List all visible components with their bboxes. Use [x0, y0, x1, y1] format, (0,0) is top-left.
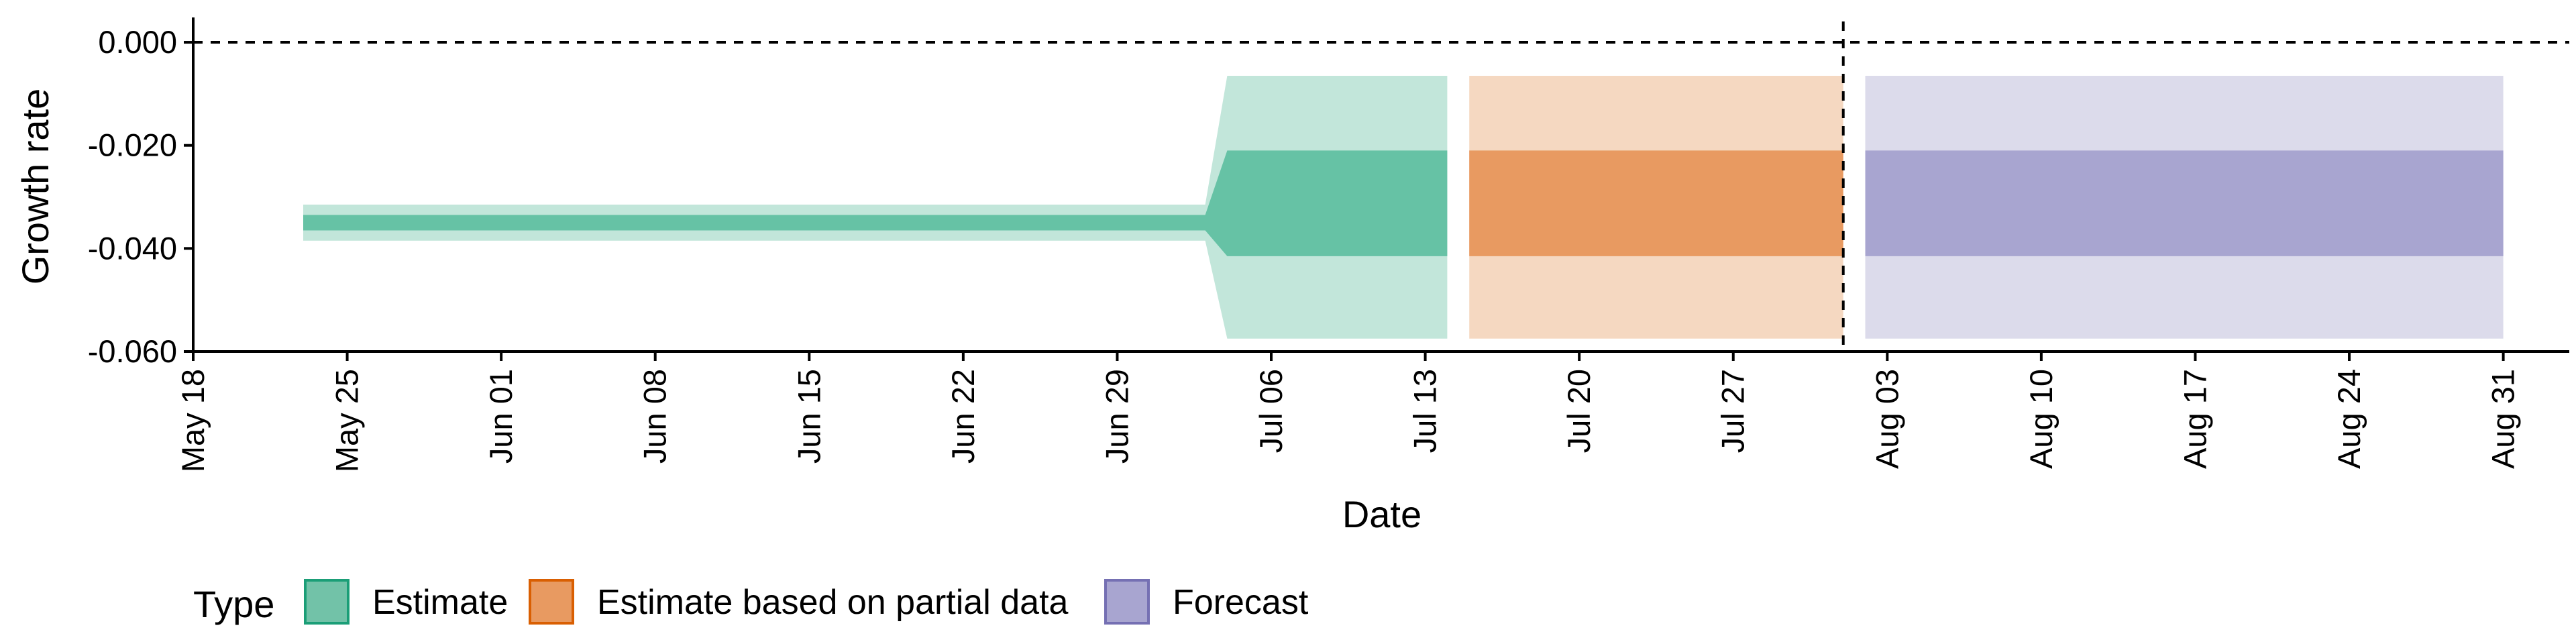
bands-layer	[303, 76, 2504, 339]
x-tick-label: Jun 08	[637, 369, 673, 464]
x-tick-label: May 25	[329, 369, 365, 472]
band-inner-forecast	[1865, 150, 2504, 256]
legend-entries: Estimate Estimate based on partial data Fo…	[304, 579, 1309, 625]
band-inner-estimate-based-on-partial-data	[1469, 150, 1843, 256]
reference-lines	[193, 21, 2569, 352]
band-outer-estimate	[303, 76, 1448, 339]
x-tick-label: May 18	[175, 369, 211, 472]
y-tick-label: -0.060	[88, 333, 177, 369]
legend-key	[529, 579, 574, 625]
x-tick-label: Aug 24	[2331, 369, 2367, 469]
x-tick-label: Aug 17	[2178, 369, 2213, 469]
x-tick-label: Jun 01	[483, 369, 519, 464]
x-tick-label: Jul 06	[1253, 369, 1289, 453]
legend-label: Estimate	[372, 583, 508, 622]
legend-title: Type	[193, 583, 274, 625]
x-tick-label: Jun 15	[791, 369, 826, 464]
legend-key	[1104, 579, 1150, 625]
y-tick-label: 0.000	[98, 24, 177, 60]
band-inner-estimate	[303, 150, 1448, 256]
y-tick-label: -0.040	[88, 230, 177, 266]
x-tick-label: Jul 27	[1715, 369, 1751, 453]
x-tick-label: Jul 20	[1561, 369, 1597, 453]
x-tick-label: Jun 29	[1099, 369, 1134, 464]
legend-label: Estimate based on partial data	[597, 583, 1069, 622]
x-tick-label: Jul 13	[1407, 369, 1443, 453]
legend: Type Estimate Estimate based on partial d…	[193, 579, 1309, 625]
legend-key	[304, 579, 350, 625]
x-tick-label: Aug 31	[2485, 369, 2521, 469]
y-tick-label: -0.020	[88, 127, 177, 163]
legend-label: Forecast	[1173, 583, 1309, 622]
x-tick-label: Aug 03	[1869, 369, 1904, 469]
y-axis-title: Growth rate	[14, 89, 56, 285]
x-tick-label: Jun 22	[945, 369, 981, 464]
x-axis-title: Date	[1342, 493, 1421, 535]
x-tick-label: Aug 10	[2023, 369, 2059, 469]
